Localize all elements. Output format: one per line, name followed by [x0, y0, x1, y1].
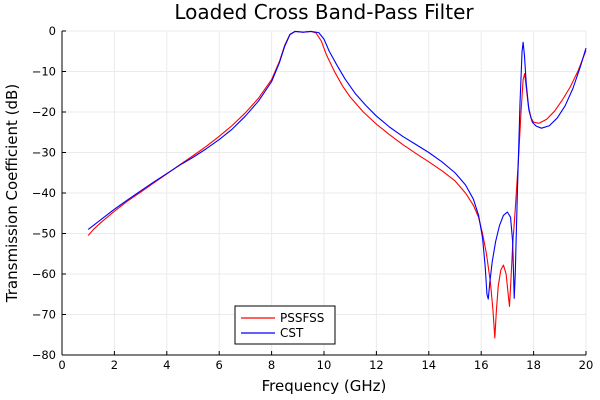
x-tick-label: 4: [163, 358, 170, 372]
y-tick-label: −20: [32, 105, 56, 119]
legend-label: PSSFSS: [280, 311, 324, 325]
x-tick-label: 10: [317, 358, 332, 372]
y-tick-label: 0: [49, 24, 56, 38]
chart-title: Loaded Cross Band-Pass Filter: [174, 0, 474, 24]
series-line-pssfss: [87, 30, 587, 339]
x-tick-label: 12: [369, 358, 384, 372]
x-tick-label: 16: [474, 358, 489, 372]
y-ticks: 0 −10 −20 −30 −40 −50 −60 −70 −80: [32, 24, 66, 362]
x-tick-label: 14: [421, 358, 436, 372]
y-axis-label: Transmission Coefficient (dB): [3, 84, 21, 303]
x-ticks: 0 2 4 6 8 10 12 14 16 18 20: [58, 351, 593, 372]
y-tick-label: −10: [32, 65, 56, 79]
x-axis-label: Frequency (GHz): [262, 377, 387, 395]
y-tick-label: −60: [32, 267, 56, 281]
y-tick-label: −80: [32, 348, 56, 362]
legend-label: CST: [280, 326, 304, 340]
y-tick-label: −30: [32, 146, 56, 160]
x-tick-label: 2: [111, 358, 118, 372]
x-tick-label: 20: [579, 358, 594, 372]
series-line-cst: [87, 30, 587, 300]
y-tick-label: −40: [32, 186, 56, 200]
y-tick-label: −70: [32, 308, 56, 322]
x-tick-label: 18: [526, 358, 541, 372]
legend-box: [234, 305, 336, 345]
x-tick-label: 8: [268, 358, 275, 372]
series-layer: [87, 30, 587, 339]
x-tick-label: 0: [58, 358, 65, 372]
y-tick-label: −50: [32, 227, 56, 241]
x-tick-label: 6: [216, 358, 223, 372]
